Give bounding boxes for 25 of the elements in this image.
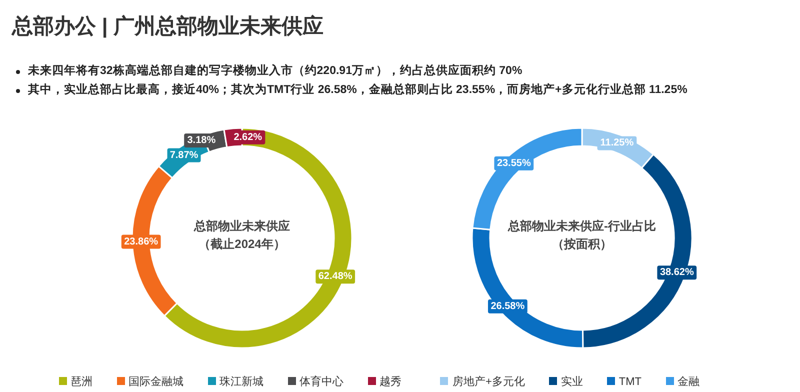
legend-label: 金融 bbox=[678, 376, 700, 388]
text: （按面积） bbox=[552, 237, 612, 251]
text: 总部物业未来供应-行业占比 bbox=[507, 219, 656, 233]
data-label: 3.18% bbox=[187, 135, 216, 146]
data-label: 11.25% bbox=[600, 138, 634, 149]
text: 未来四年将有32栋高端总部自建的写字楼物业入市（约220.91万㎡），约占总供应面积约 70% bbox=[28, 63, 522, 79]
legend-label: 房地产+多元化 bbox=[452, 376, 525, 388]
legend-label: 实业 bbox=[560, 376, 583, 388]
legend-label: 体育中心 bbox=[300, 376, 344, 388]
data-label: 62.48% bbox=[318, 271, 352, 282]
legend-label: TMT bbox=[618, 376, 642, 388]
legend-label: 琶洲 bbox=[70, 376, 92, 388]
legend-label: 珠江新城 bbox=[220, 376, 264, 388]
data-label: 2.62% bbox=[234, 132, 262, 143]
legend-label: 越秀 bbox=[380, 376, 402, 388]
data-label: 23.86% bbox=[124, 236, 158, 248]
text: 总部办公 | 广州总部物业未来供应 bbox=[12, 14, 324, 40]
data-label: 23.55% bbox=[496, 158, 531, 169]
text: 其中，实业总部占比最高，接近40%；其次为TMT行业 26.58%，金融总部则占比 23.55%，而房地产+多元化行业总部 11.25% bbox=[28, 82, 688, 98]
legend-label: 国际金融城 bbox=[128, 376, 184, 388]
data-label: 26.58% bbox=[490, 300, 525, 312]
data-label: 7.87% bbox=[170, 150, 198, 161]
text: 总部物业未来供应 bbox=[193, 219, 290, 233]
data-label: 38.62% bbox=[660, 267, 694, 278]
text: （截止2024年） bbox=[198, 237, 286, 251]
